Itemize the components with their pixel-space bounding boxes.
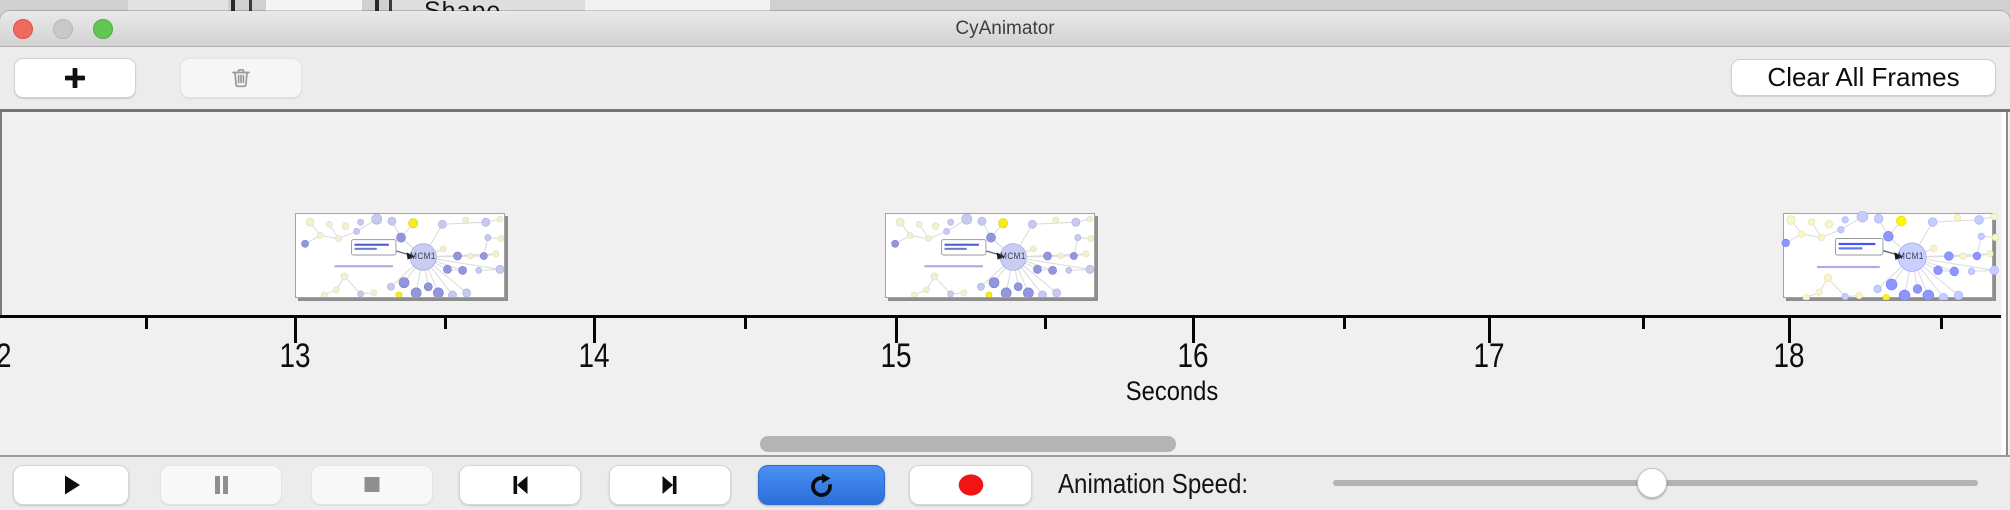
network-graph-thumbnail [1781, 211, 1999, 300]
skip-end-icon [662, 476, 677, 494]
timeline-scrollbar-thumb[interactable] [760, 436, 1176, 452]
pause-icon [215, 476, 228, 494]
hub-node-label: MCM1 [1898, 251, 1924, 262]
background-mark [389, 0, 392, 11]
axis-major-tick [1488, 315, 1491, 343]
axis-minor-tick [1940, 315, 1943, 329]
minimize-button[interactable] [53, 19, 73, 39]
skip-start-icon [513, 476, 528, 494]
delete-frame-button[interactable] [180, 58, 302, 98]
loop-icon [811, 472, 832, 497]
playback-controlbar: Animation Speed: [0, 455, 2010, 510]
axis-minor-tick [1343, 315, 1346, 329]
play-button[interactable] [13, 465, 129, 505]
play-icon [65, 475, 80, 495]
axis-major-tick [294, 315, 297, 343]
background-toolbar-segment [392, 0, 585, 11]
frame-thumbnail[interactable]: MCM1 [1781, 211, 1999, 300]
window-titlebar: CyAnimator [0, 11, 2010, 47]
clear-all-frames-button[interactable]: Clear All Frames [1731, 59, 1996, 96]
axis-major-tick [1192, 315, 1195, 343]
speed-slider[interactable] [1333, 457, 1978, 510]
network-graph-thumbnail [890, 214, 1094, 297]
timeline-panel: MCM1 MCM1 MCM1 12 13 14 15 16 17 18 Seconds [0, 109, 2010, 455]
axis-title: Seconds [1125, 376, 1219, 406]
timeline-right-border [2006, 112, 2008, 455]
axis-minor-tick [444, 315, 447, 329]
stop-button[interactable] [311, 465, 433, 505]
pause-button[interactable] [160, 465, 282, 505]
frame-thumbnail[interactable]: MCM1 [885, 213, 1095, 298]
background-mark [231, 0, 235, 11]
axis-minor-tick [744, 315, 747, 329]
background-mark [375, 0, 379, 11]
frame-toolbar: Clear All Frames [0, 47, 2010, 109]
record-icon [958, 474, 983, 496]
axis-tick-label: 13 [279, 337, 311, 375]
axis-tick-label: 17 [1473, 337, 1505, 375]
axis-tick-label: 16 [1177, 337, 1209, 375]
network-graph-thumbnail [300, 214, 504, 297]
axis-major-tick [895, 315, 898, 343]
axis-major-tick [1788, 315, 1791, 343]
background-toolbar-segment [128, 0, 228, 11]
window-title: CyAnimator [955, 18, 1055, 39]
skip-to-end-button[interactable] [609, 465, 731, 505]
timeline-axis [0, 315, 2002, 318]
background-window-sliver: Shape [0, 0, 2010, 11]
background-toolbar-segment [266, 0, 362, 11]
zoom-button[interactable] [93, 19, 113, 39]
hub-node-label: MCM1 [410, 251, 436, 262]
axis-tick-label: 15 [880, 337, 912, 375]
axis-minor-tick [1642, 315, 1645, 329]
animation-speed-label: Animation Speed: [1058, 468, 1249, 499]
background-shape-label: Shape [424, 0, 501, 11]
cyanimator-window: CyAnimator Clear All Frames [0, 11, 2010, 510]
hub-node-label: MCM1 [1000, 251, 1026, 262]
axis-major-tick [593, 315, 596, 343]
add-frame-button[interactable] [14, 58, 136, 98]
stop-icon [364, 477, 380, 492]
trash-icon [232, 68, 250, 88]
background-mark [249, 0, 252, 11]
skip-to-start-button[interactable] [459, 465, 581, 505]
axis-tick-label: 18 [1773, 337, 1805, 375]
axis-tick-label: 14 [578, 337, 610, 375]
speed-slider-thumb[interactable] [1637, 468, 1668, 498]
axis-minor-tick [1044, 315, 1047, 329]
plus-icon [65, 68, 85, 88]
timeline-right-gap [2001, 112, 2006, 455]
record-button[interactable] [909, 465, 1032, 505]
background-toolbar-segment [585, 0, 770, 11]
timeline-left-border [0, 112, 2, 318]
axis-tick-label: 12 [0, 337, 12, 376]
frame-thumbnail[interactable]: MCM1 [295, 213, 505, 298]
loop-button[interactable] [758, 465, 885, 505]
axis-minor-tick [145, 315, 148, 329]
clear-all-frames-label: Clear All Frames [1767, 62, 1960, 92]
close-button[interactable] [13, 19, 33, 39]
